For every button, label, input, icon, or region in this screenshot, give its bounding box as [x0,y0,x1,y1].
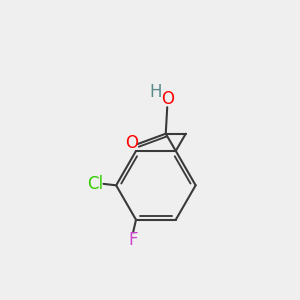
Text: Cl: Cl [88,175,103,193]
Text: O: O [161,90,174,108]
Text: H: H [149,83,162,101]
Text: O: O [125,134,138,152]
Text: F: F [128,231,138,249]
